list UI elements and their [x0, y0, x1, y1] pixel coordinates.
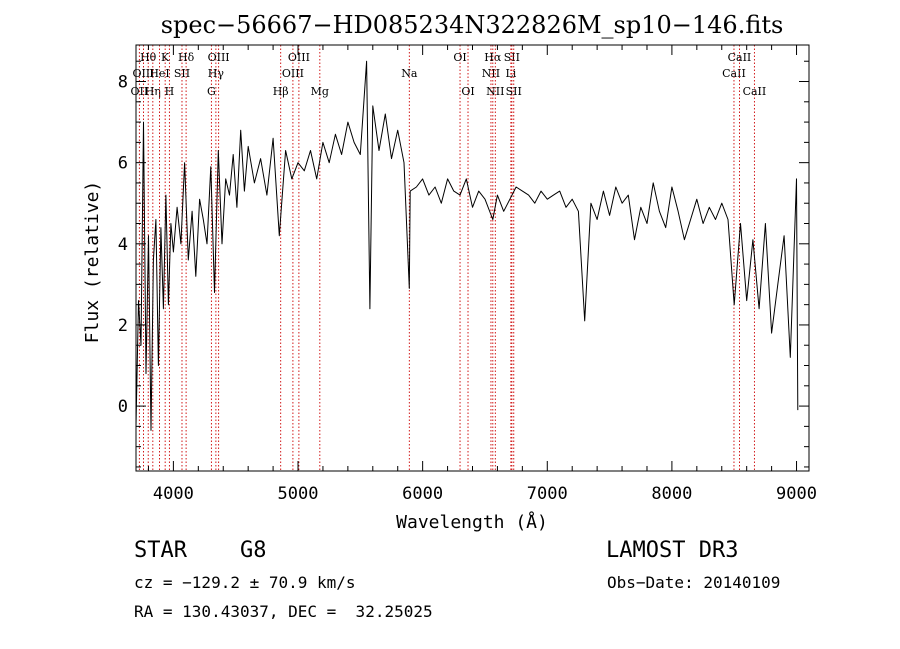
line-label-21: NII: [486, 85, 504, 98]
line-label-22: SII: [504, 51, 520, 64]
plot-frame: [135, 44, 810, 472]
y-tick-label-1: 2: [118, 316, 128, 336]
axis-ticks: 4000 5000 6000 7000 8000 9000 0 2 4 6 8: [118, 45, 817, 504]
x-tick-label-4: 8000: [651, 484, 692, 504]
line-label-8: Hδ: [178, 51, 195, 64]
object-subclass: G8: [240, 538, 267, 563]
line-label-4: HeI: [149, 67, 169, 80]
x-tick-label-2: 6000: [402, 484, 443, 504]
line-label-18: OI: [461, 85, 474, 98]
line-label-16: Na: [401, 67, 418, 80]
y-tick-label-4: 8: [118, 73, 128, 93]
line-label-25: CaII: [722, 67, 746, 80]
line-label-14: OIII: [288, 51, 310, 64]
line-label-17: OI: [453, 51, 466, 64]
coordinates: RA = 130.43037, DEC = 32.25025: [134, 602, 433, 621]
y-tick-label-2: 4: [118, 235, 128, 255]
chart-title: spec−56667−HD085234N322826M_sp10−146.fit…: [161, 11, 784, 39]
line-label-15: Mg: [311, 85, 329, 98]
x-tick-label-1: 5000: [278, 484, 319, 504]
line-label-9: G: [207, 85, 216, 98]
y-axis-label: Flux (relative): [82, 181, 103, 344]
spectrum-series: [135, 60, 799, 431]
x-axis-label: Wavelength (Å): [396, 511, 548, 533]
line-label-19: NII: [482, 67, 500, 80]
y-tick-label-3: 6: [118, 154, 128, 174]
line-label-6: H: [165, 85, 175, 98]
line-label-13: OIII: [282, 67, 304, 80]
line-label-26: CaII: [728, 51, 752, 64]
x-tick-label-5: 9000: [776, 484, 817, 504]
line-label-20: Hα: [484, 51, 502, 64]
y-tick-label-0: 0: [118, 397, 128, 417]
line-label-10: Hγ: [208, 67, 225, 80]
series-line-0: [135, 60, 799, 431]
line-label-2: OIII: [132, 67, 154, 80]
spectral-line-markers: OIIHθOIIIHηHeIKHSIIHδGHγOIIIHβOIIIOIIIMg…: [131, 45, 767, 471]
object-class: STAR: [134, 538, 187, 563]
line-label-5: K: [161, 51, 170, 64]
x-tick-label-3: 7000: [527, 484, 568, 504]
line-label-27: CaII: [743, 85, 767, 98]
line-label-11: OIII: [208, 51, 230, 64]
observation-date: Obs−Date: 20140109: [607, 573, 781, 592]
line-label-7: SII: [174, 67, 190, 80]
line-label-3: Hη: [145, 85, 161, 98]
line-label-23: Li: [505, 67, 516, 80]
survey-name: LAMOST DR3: [606, 538, 739, 563]
line-label-12: Hβ: [273, 85, 289, 98]
line-label-24: SII: [506, 85, 522, 98]
redshift-velocity: cz = −129.2 ± 70.9 km/s: [134, 573, 356, 592]
line-label-1: Hθ: [140, 51, 157, 64]
x-tick-label-0: 4000: [153, 484, 194, 504]
